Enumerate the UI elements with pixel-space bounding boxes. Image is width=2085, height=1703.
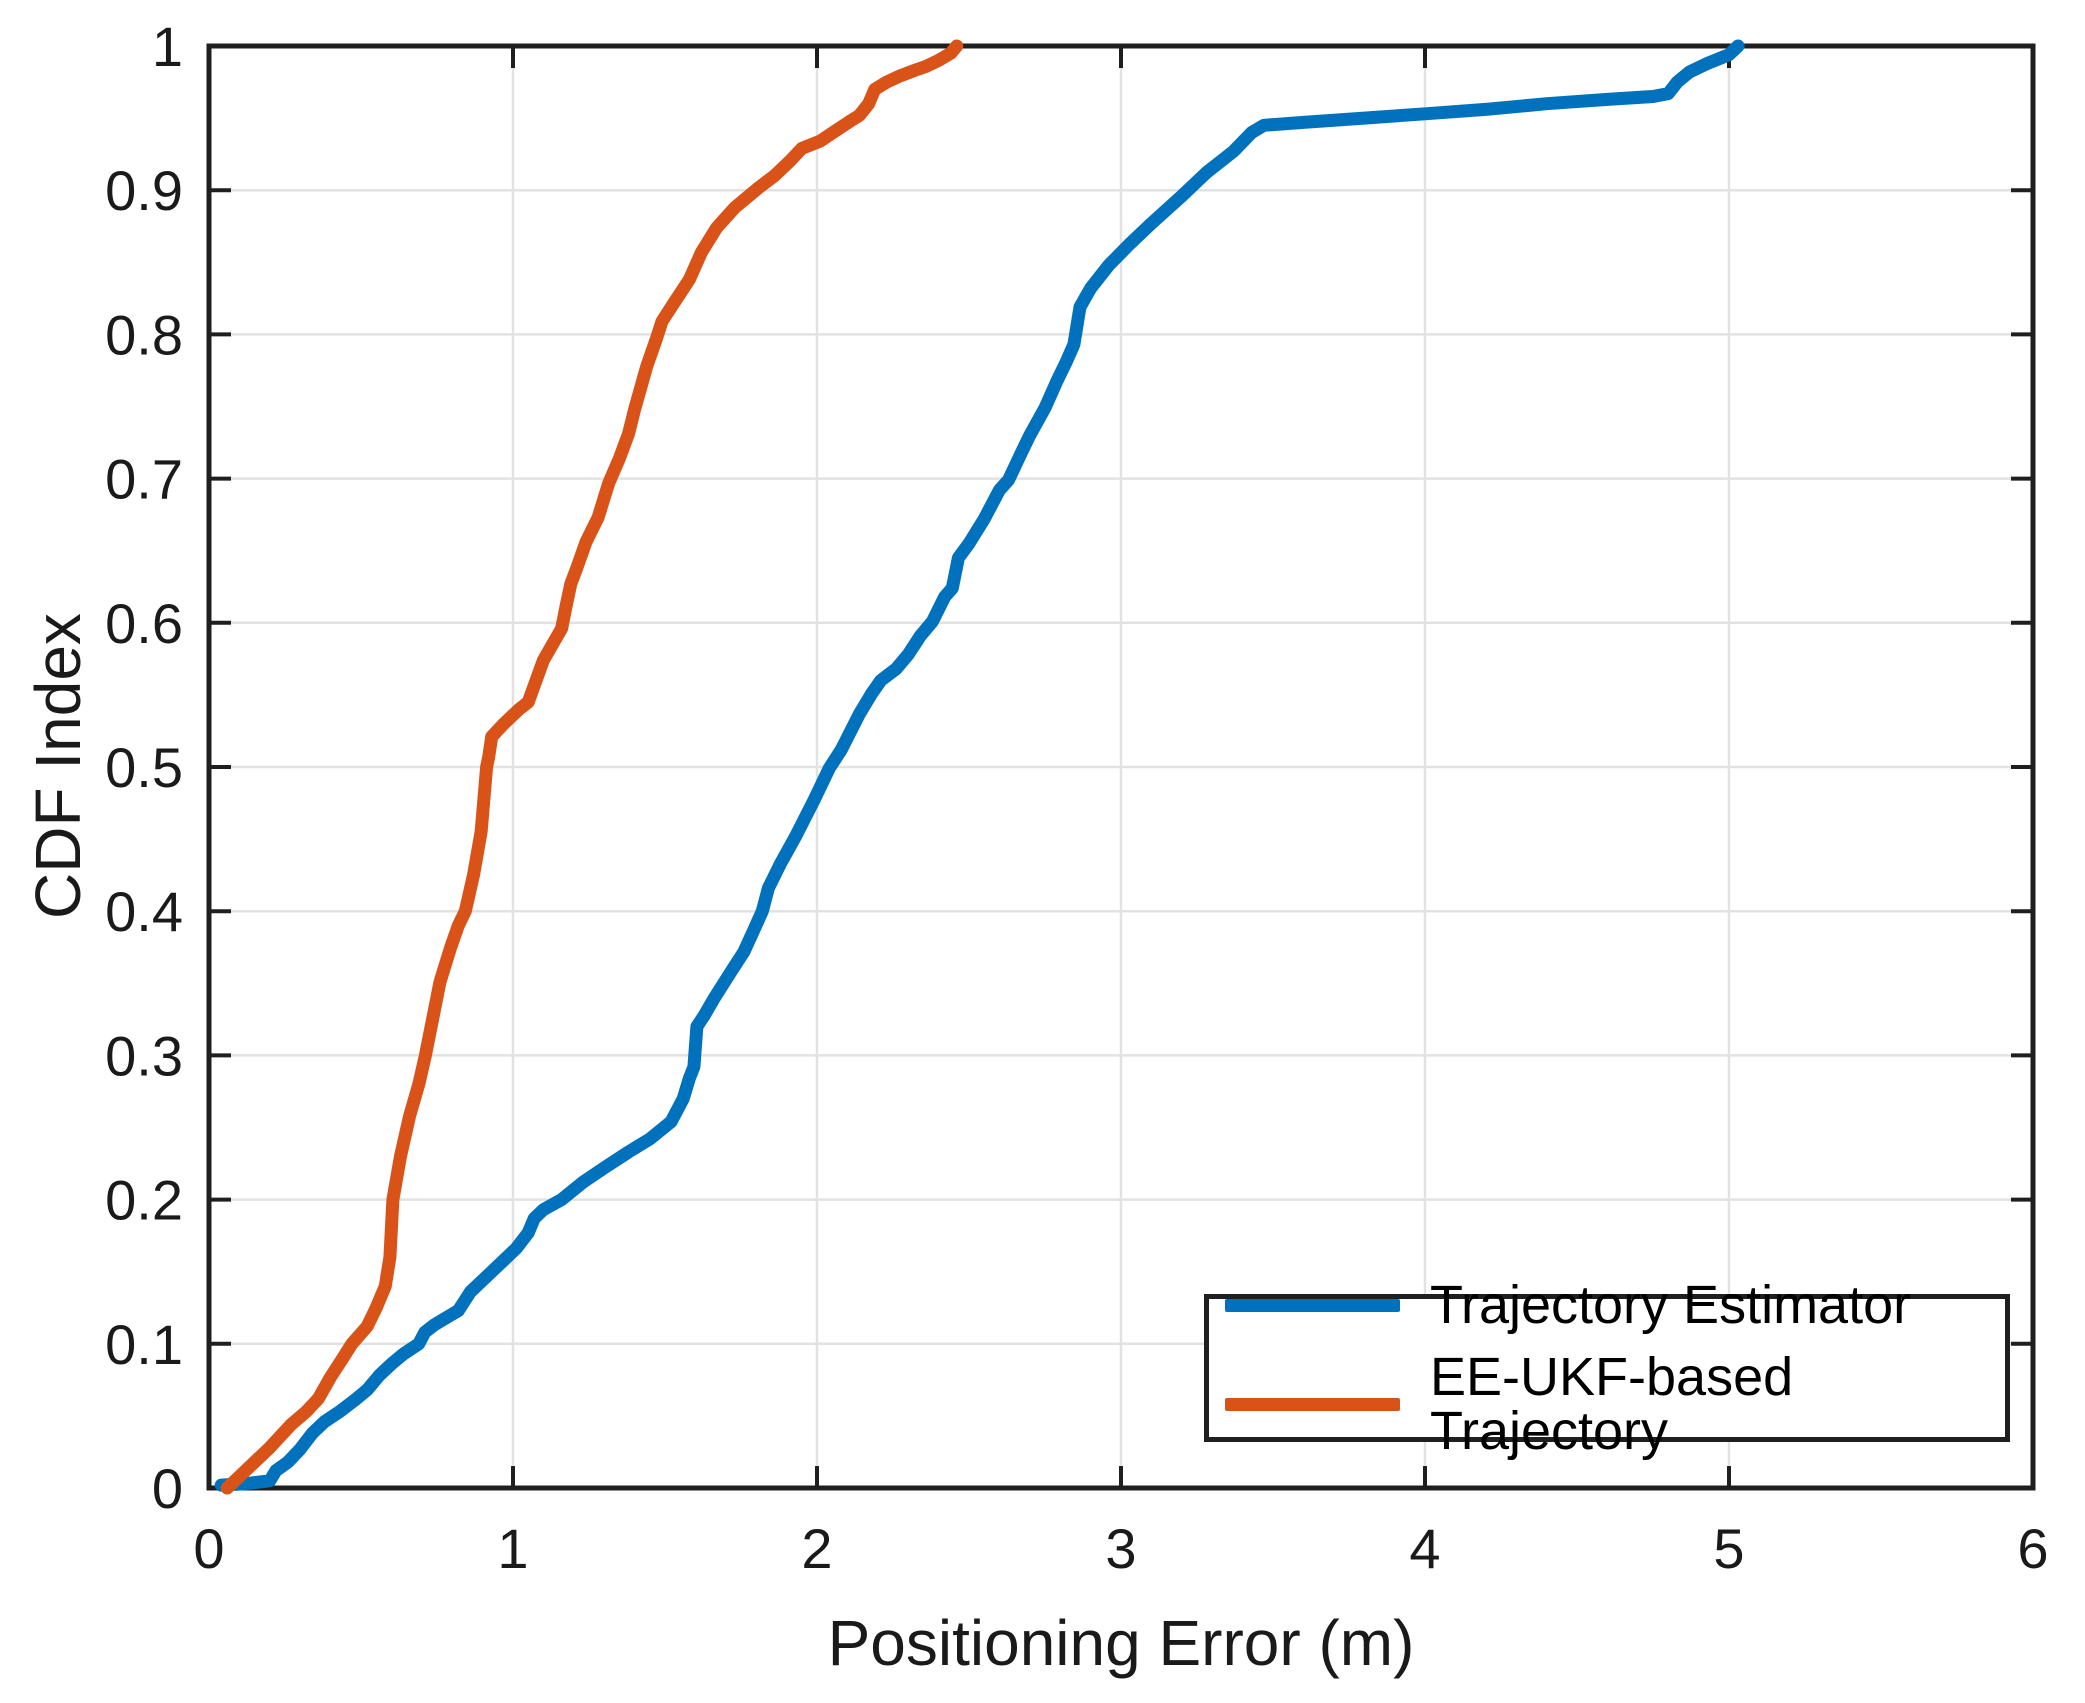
legend-entry-ee-ukf-trajectory: EE-UKF-based Trajectory (1225, 1350, 2005, 1458)
y-axis-label: CDF Index (22, 613, 94, 919)
y-tick-label: 0 (152, 1457, 183, 1520)
grid-lines (209, 46, 2033, 1488)
y-tick-label: 0.6 (105, 592, 183, 655)
y-tick-label: 0.1 (105, 1313, 183, 1376)
y-tick-label: 0.2 (105, 1169, 183, 1232)
tick-marks (207, 44, 2035, 1490)
tick-labels: 0 1 2 3 4 5 6 0 0.1 0.2 0.3 0.4 0.5 0.6 0.7 0.8 0.9 1 (105, 15, 2048, 1580)
x-tick-label: 3 (1105, 1517, 1136, 1580)
x-tick-label: 5 (1713, 1517, 1744, 1580)
legend: Trajectory Estimator EE-UKF-based Trajec… (1204, 1278, 2010, 1458)
y-tick-label: 1 (152, 15, 183, 78)
legend-entry-trajectory-estimator: Trajectory Estimator (1225, 1278, 2005, 1332)
y-tick-label: 0.3 (105, 1024, 183, 1087)
series-line-trajectory-estimator (214, 39, 1745, 1492)
y-tick-label: 0.9 (105, 159, 183, 222)
series-line-ee-ukf-trajectory (220, 39, 964, 1495)
y-tick-label: 0.7 (105, 448, 183, 511)
legend-label-ee-ukf-trajectory: EE-UKF-based Trajectory (1430, 1347, 1794, 1461)
legend-label-trajectory-estimator: Trajectory Estimator (1430, 1275, 1912, 1335)
y-tick-label: 0.4 (105, 880, 183, 943)
x-tick-label: 2 (801, 1517, 832, 1580)
x-tick-label: 0 (193, 1517, 224, 1580)
x-axis-label: Positioning Error (m) (827, 1607, 1415, 1679)
x-tick-label: 4 (1409, 1517, 1440, 1580)
y-tick-label: 0.5 (105, 736, 183, 799)
x-tick-label: 6 (2017, 1517, 2048, 1580)
legend-swatch-ee-ukf-trajectory (1225, 1397, 1400, 1411)
y-tick-label: 0.8 (105, 303, 183, 366)
legend-swatch-trajectory-estimator (1225, 1298, 1400, 1312)
x-tick-label: 1 (497, 1517, 528, 1580)
